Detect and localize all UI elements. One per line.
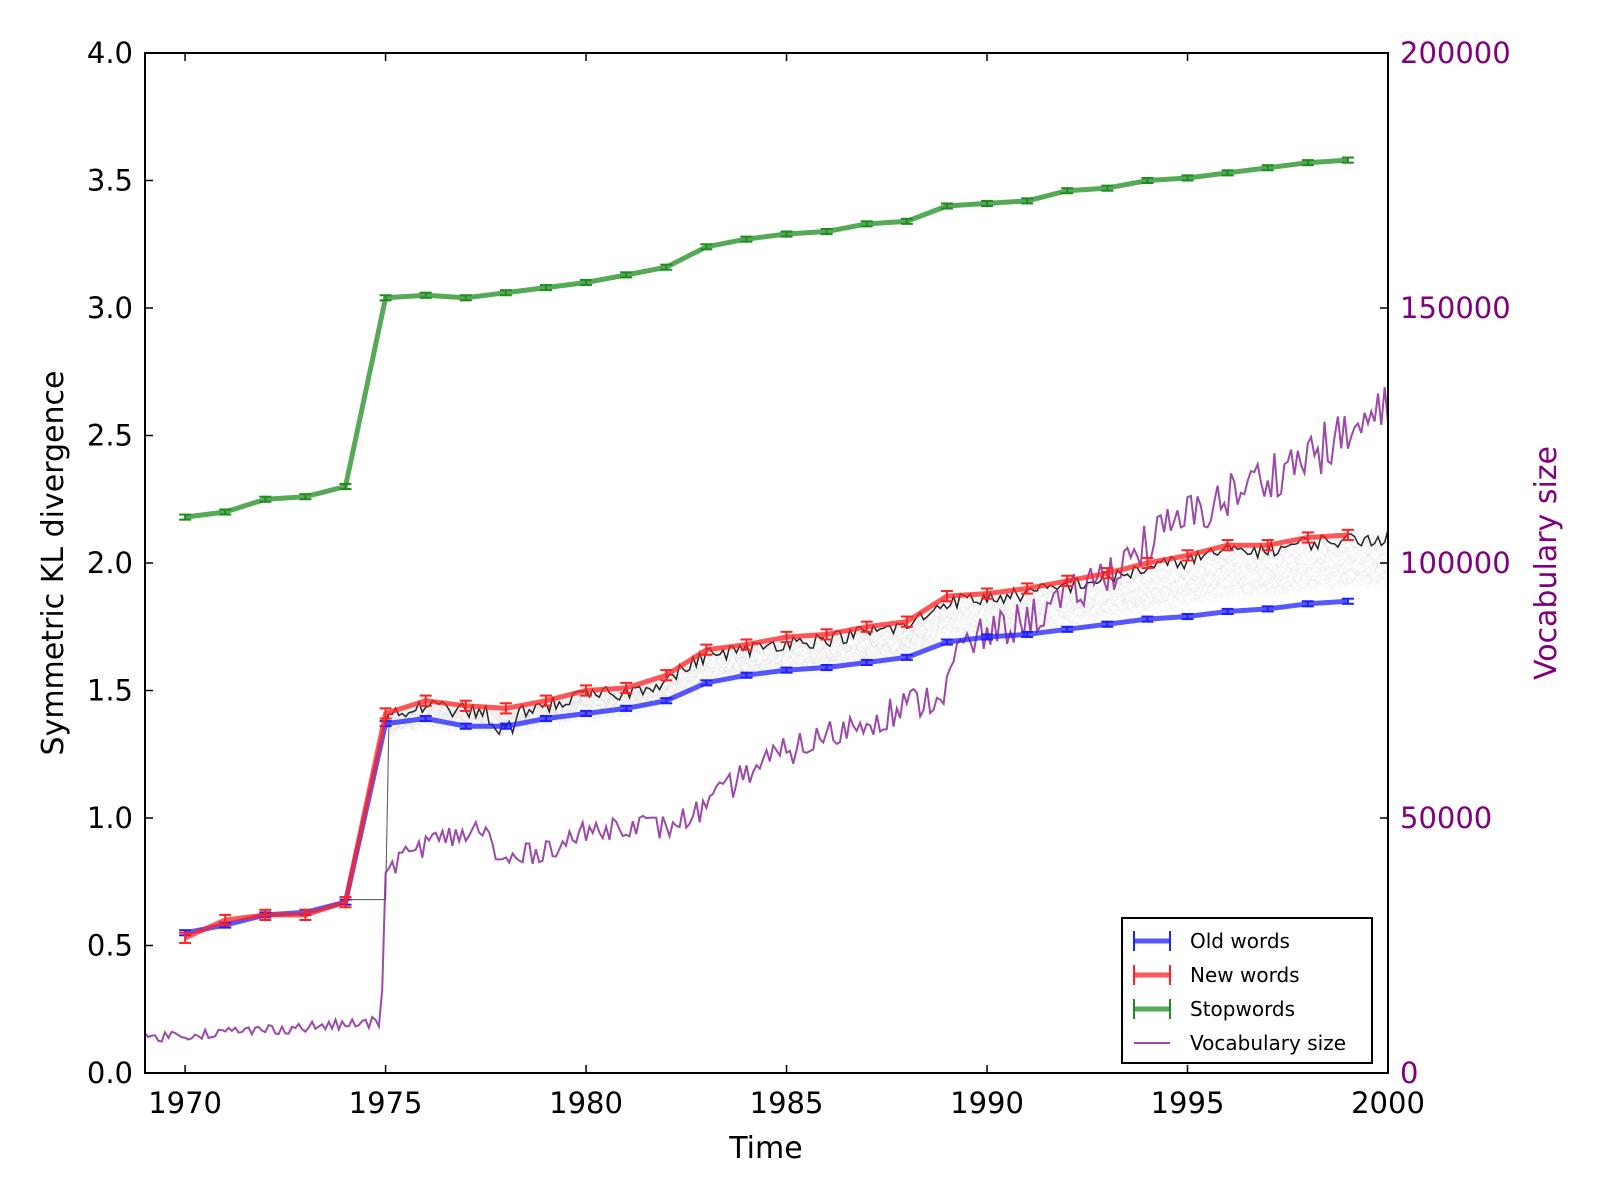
- series-line-vocabulary-size: [144, 387, 1389, 1043]
- legend-label-old: Old words: [1190, 929, 1290, 953]
- x-tick-label: 1990: [950, 1086, 1024, 1120]
- y2-axis-label: Vocabulary size: [1529, 446, 1564, 680]
- legend-label-vocab: Vocabulary size: [1190, 1031, 1346, 1055]
- legend: Old words New words Stopwords Vocabulary si…: [1121, 917, 1373, 1064]
- y2-tick-label: 200000: [1400, 36, 1511, 70]
- x-tick-label: 1985: [750, 1086, 824, 1120]
- x-tick-label: 2000: [1351, 1086, 1425, 1120]
- series-line-new: [184, 532, 1349, 941]
- x-axis-label: Time: [728, 1131, 802, 1166]
- y-tick-label: 2.0: [87, 546, 133, 580]
- y-tick-label: 1.0: [87, 801, 133, 835]
- legend-label-new: New words: [1190, 963, 1300, 987]
- legend-items: Old words New words Stopwords Vocabulary si…: [1133, 929, 1346, 1055]
- y-tick-label: 0.0: [87, 1056, 133, 1090]
- series-layer: [144, 156, 1389, 1043]
- series-line-stop: [184, 157, 1349, 520]
- series-new: [179, 528, 1354, 944]
- x-tick-label: 1970: [148, 1086, 222, 1120]
- y-tick-label: 4.0: [87, 36, 133, 70]
- x-tick-label: 1975: [349, 1086, 423, 1120]
- y2-tick-label: 0: [1400, 1056, 1418, 1090]
- y-tick-label: 2.5: [87, 419, 133, 453]
- y-tick-label: 0.5: [87, 929, 133, 963]
- x-tick-label: 1995: [1151, 1086, 1225, 1120]
- y-tick-label: 3.5: [87, 164, 133, 198]
- y-tick-label: 1.5: [87, 674, 133, 708]
- y2-tick-label: 150000: [1400, 291, 1511, 325]
- x-tick-label: 1980: [549, 1086, 623, 1120]
- y2-tick-label: 100000: [1400, 546, 1511, 580]
- y-tick-label: 3.0: [87, 291, 133, 325]
- legend-label-stop: Stopwords: [1190, 997, 1295, 1021]
- series-stop: [179, 156, 1354, 521]
- y-axis-label: Symmetric KL divergence: [36, 371, 71, 756]
- axes-layer: 1970 1975 1980 1985 1990 1995 2000 0.0 0.5 1.0 1.5…: [87, 36, 1511, 1120]
- y2-tick-label: 50000: [1400, 801, 1492, 835]
